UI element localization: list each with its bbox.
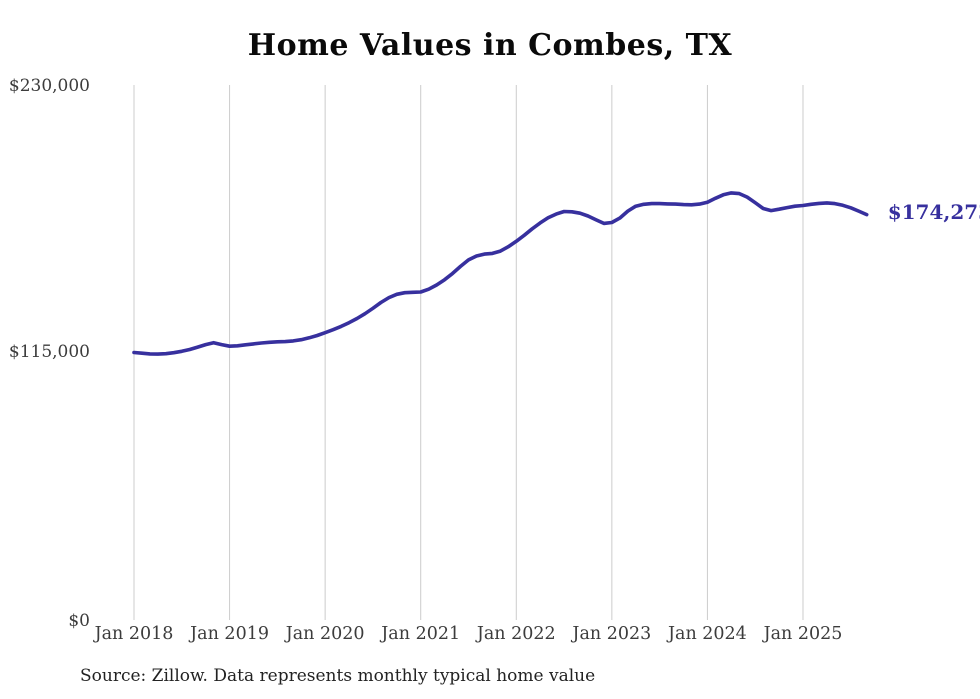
x-axis-label: Jan 2024	[667, 624, 747, 644]
y-axis-label: $0	[68, 611, 90, 631]
gridline-group	[133, 85, 804, 620]
x-axis-label: Jan 2023	[572, 624, 652, 644]
x-axis-label: Jan 2025	[763, 624, 843, 644]
x-axis-label: Jan 2019	[190, 624, 269, 644]
y-axis-label: $115,000	[8, 342, 90, 362]
x-axis-label: Jan 2021	[381, 624, 461, 644]
y-axis-label: $230,000	[8, 76, 90, 96]
value-line	[132, 191, 869, 356]
x-axis-label: Jan 2018	[94, 624, 174, 644]
x-axis-label: Jan 2020	[285, 624, 365, 644]
chart-title: Home Values in Combes, TX	[247, 28, 733, 63]
current-value-label: $174,273	[887, 199, 980, 224]
x-axis-label: Jan 2022	[476, 624, 556, 644]
source-note: Source: Zillow. Data represents monthly …	[80, 666, 596, 686]
